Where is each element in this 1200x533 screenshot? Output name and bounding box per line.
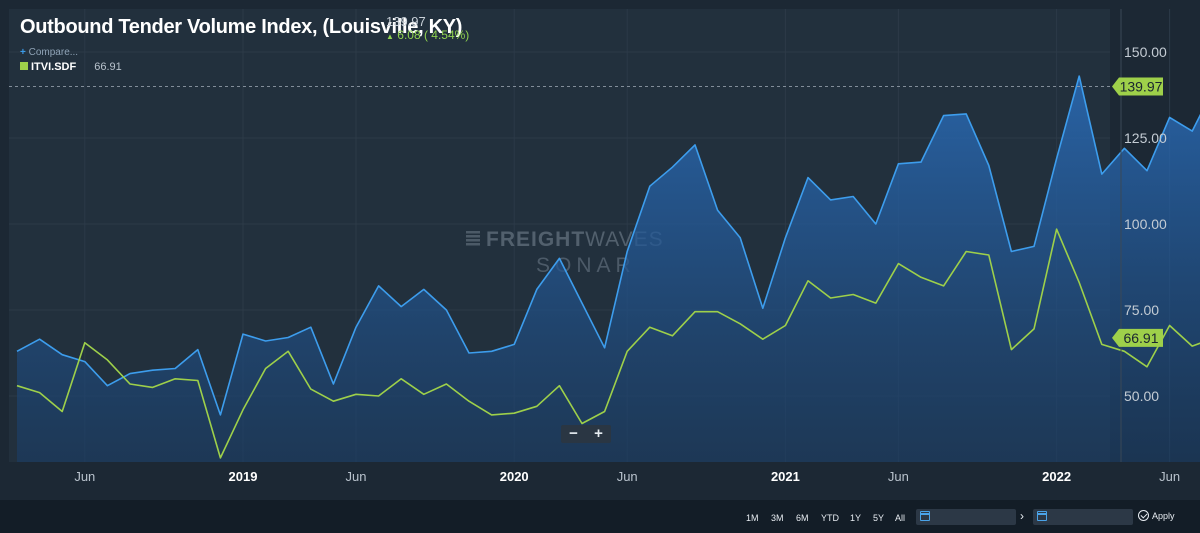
chevron-right-icon: › xyxy=(1020,509,1024,523)
calendar-icon xyxy=(920,511,930,521)
last-value-label-text: 139.97 xyxy=(1120,79,1163,95)
last-value-labels: 139.97 66.91 xyxy=(1112,77,1163,347)
x-tick-label: Jun xyxy=(617,469,638,484)
range-5y-button[interactable]: 5Y xyxy=(873,513,885,523)
legend-item-itvi-sdf[interactable]: ITVI.SDF 66.91 xyxy=(20,61,122,73)
series-area-fill xyxy=(17,76,1200,462)
apply-label: Apply xyxy=(1152,511,1175,521)
apply-button[interactable]: Apply xyxy=(1138,510,1175,521)
y-tick-label: 100.00 xyxy=(1124,216,1167,232)
range-1y-button[interactable]: 1Y xyxy=(850,513,862,523)
compare-button[interactable]: + Compare... xyxy=(20,47,78,58)
date-from-input[interactable] xyxy=(916,509,1016,525)
last-value-label-bg xyxy=(1112,77,1163,96)
zoom-controls: − + xyxy=(561,425,611,443)
legend-series-name: ITVI.SDF xyxy=(31,61,77,73)
range-ytd-button[interactable]: YTD xyxy=(821,513,839,523)
y-tick-label: 125.00 xyxy=(1124,130,1167,146)
x-tick-label: Jun xyxy=(346,469,367,484)
plus-icon: + xyxy=(20,47,26,58)
range-all-button[interactable]: All xyxy=(895,513,906,523)
date-to-input[interactable] xyxy=(1033,509,1133,525)
zoom-out-button[interactable]: − xyxy=(569,425,578,442)
check-circle-icon xyxy=(1138,510,1149,521)
series-line-blue xyxy=(16,75,1200,416)
y-tick-label: 50.00 xyxy=(1124,388,1159,404)
calendar-icon xyxy=(1037,511,1047,521)
series-swatch xyxy=(20,62,28,70)
last-value-label-bg xyxy=(1112,328,1163,347)
watermark-bold-text: FREIGHT xyxy=(486,228,585,251)
last-value-label: 66.91 xyxy=(1112,328,1163,347)
y-tick-label: 75.00 xyxy=(1124,302,1159,318)
series-layer xyxy=(9,75,1200,462)
change-text: 6.08 ( 4.54%) xyxy=(397,28,470,42)
x-tick-label: 2019 xyxy=(229,469,258,484)
last-value-label-text: 66.91 xyxy=(1123,330,1158,346)
up-arrow-icon: ▲ xyxy=(386,32,394,41)
range-1m-button[interactable]: 1M xyxy=(746,513,759,523)
x-tick-label: 2021 xyxy=(771,469,800,484)
x-tick-label: Jun xyxy=(888,469,909,484)
x-tick-label: 2022 xyxy=(1042,469,1071,484)
zoom-in-button[interactable]: + xyxy=(594,425,603,442)
legend-series-value: 66.91 xyxy=(94,61,122,73)
x-tick-label: Jun xyxy=(74,469,95,484)
chart-title: Outbound Tender Volume Index, (Louisvill… xyxy=(20,16,463,38)
change-value: ▲ 6.08 ( 4.54%) xyxy=(386,28,469,42)
last-value: 139.97 xyxy=(386,14,426,29)
x-tick-label: Jun xyxy=(1159,469,1180,484)
watermark-logo-bars xyxy=(466,231,480,246)
y-tick-label: 150.00 xyxy=(1124,44,1167,60)
x-axis: Jun 2019 Jun 2020 Jun 2021 Jun 2022 Jun xyxy=(74,469,1180,484)
x-tick-label: 2020 xyxy=(500,469,529,484)
last-value-label: 139.97 xyxy=(1112,77,1163,96)
compare-label: Compare... xyxy=(28,47,79,58)
range-3m-button[interactable]: 3M xyxy=(771,513,784,523)
range-6m-button[interactable]: 6M xyxy=(796,513,809,523)
series-line-itvi-sdf xyxy=(16,228,1200,459)
